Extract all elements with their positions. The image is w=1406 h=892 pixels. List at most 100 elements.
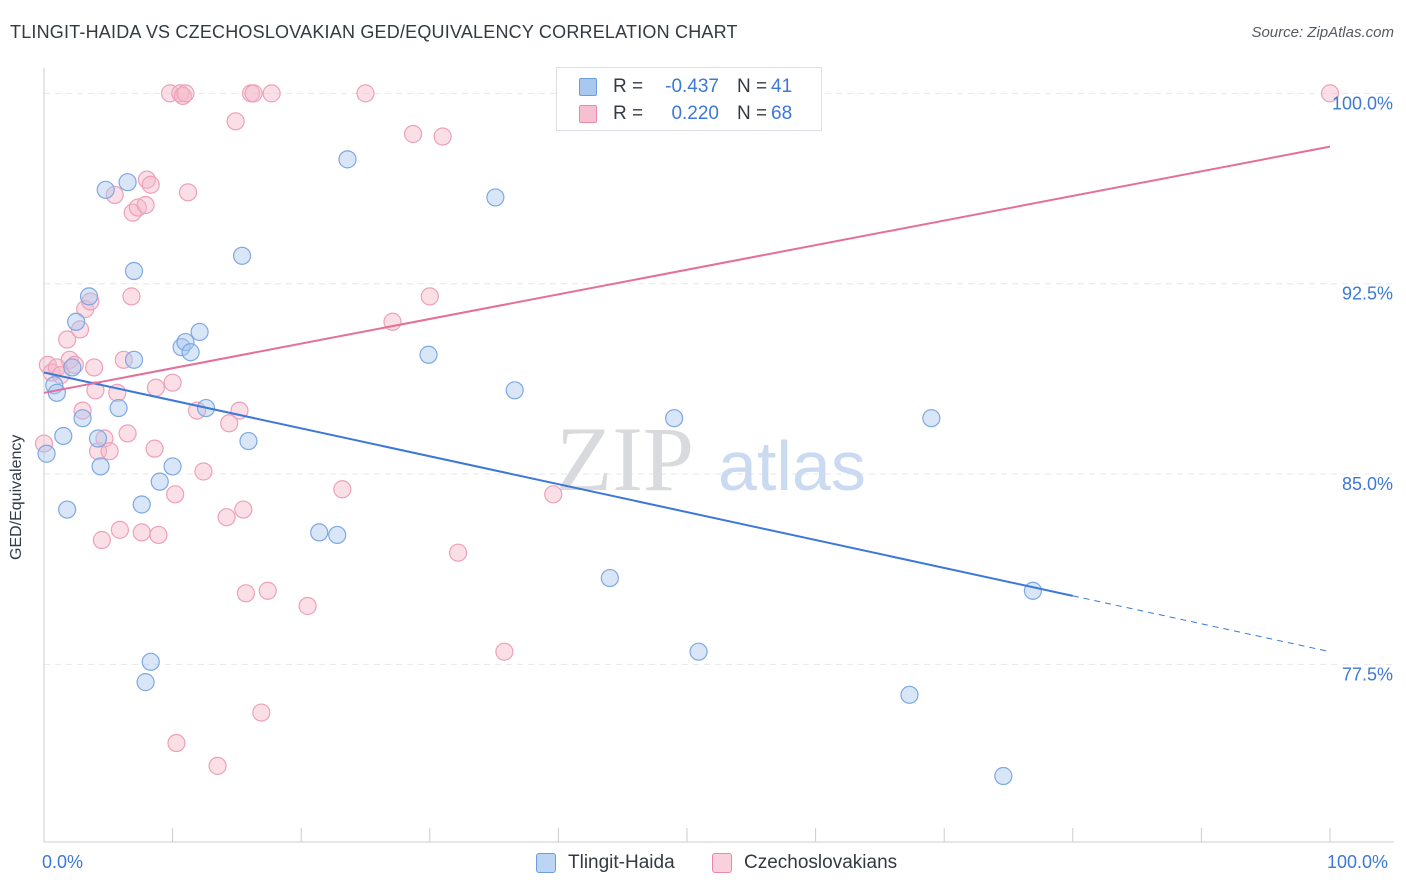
data-point-czechoslovakians[interactable] xyxy=(208,756,227,775)
data-point-tlingit-haida[interactable] xyxy=(232,246,252,265)
trend-layer xyxy=(43,145,1331,653)
data-point-czechoslovakians[interactable] xyxy=(145,439,164,458)
data-point-tlingit-haida[interactable] xyxy=(181,343,200,362)
data-point-tlingit-haida[interactable] xyxy=(665,409,684,428)
data-point-tlingit-haida[interactable] xyxy=(109,398,128,418)
data-point-tlingit-haida[interactable] xyxy=(37,444,56,463)
data-point-czechoslovakians[interactable] xyxy=(262,84,281,103)
data-point-czechoslovakians[interactable] xyxy=(244,84,263,103)
data-point-tlingit-haida[interactable] xyxy=(124,350,144,369)
data-point-czechoslovakians[interactable] xyxy=(149,525,168,545)
trend-line-tlingit-haida-extension xyxy=(1072,595,1331,653)
data-point-tlingit-haida[interactable] xyxy=(689,642,708,661)
data-point-czechoslovakians[interactable] xyxy=(333,480,352,499)
data-point-tlingit-haida[interactable] xyxy=(419,345,438,364)
data-point-czechoslovakians[interactable] xyxy=(122,287,141,306)
data-point-czechoslovakians[interactable] xyxy=(110,520,129,539)
data-point-tlingit-haida[interactable] xyxy=(176,332,195,352)
data-point-czechoslovakians[interactable] xyxy=(166,485,185,504)
data-point-tlingit-haida[interactable] xyxy=(600,568,619,588)
series-legend-tlingit-haida[interactable]: Tlingit-Haida xyxy=(536,852,675,874)
data-point-czechoslovakians[interactable] xyxy=(176,84,195,103)
data-point-czechoslovakians[interactable] xyxy=(132,523,151,542)
data-point-czechoslovakians[interactable] xyxy=(136,195,155,215)
data-point-tlingit-haida[interactable] xyxy=(190,322,209,342)
series-legend: Tlingit-Haida Czechoslovakians xyxy=(0,852,1406,876)
legend-swatch-blue xyxy=(579,78,597,96)
data-point-tlingit-haida[interactable] xyxy=(1023,581,1043,600)
data-point-czechoslovakians[interactable] xyxy=(356,84,375,103)
data-point-czechoslovakians[interactable] xyxy=(220,414,239,433)
data-point-czechoslovakians[interactable] xyxy=(86,381,105,400)
data-point-czechoslovakians[interactable] xyxy=(420,287,439,306)
data-point-czechoslovakians[interactable] xyxy=(544,485,563,504)
stats-legend: R = -0.437 N = 41 R = 0.220 N = 68 xyxy=(556,67,822,131)
data-point-czechoslovakians[interactable] xyxy=(298,596,317,616)
data-point-tlingit-haida[interactable] xyxy=(47,383,66,402)
data-point-czechoslovakians[interactable] xyxy=(236,584,256,603)
data-point-tlingit-haida[interactable] xyxy=(88,429,108,448)
data-point-czechoslovakians[interactable] xyxy=(217,508,236,527)
trend-line-tlingit-haida xyxy=(43,371,1074,597)
data-point-tlingit-haida[interactable] xyxy=(58,500,77,519)
data-point-tlingit-haida[interactable] xyxy=(96,180,115,199)
data-point-tlingit-haida[interactable] xyxy=(310,523,329,542)
data-point-tlingit-haida[interactable] xyxy=(505,381,524,400)
data-point-czechoslovakians[interactable] xyxy=(65,355,84,375)
data-point-czechoslovakians[interactable] xyxy=(448,543,468,562)
data-point-czechoslovakians[interactable] xyxy=(258,581,277,600)
data-point-tlingit-haida[interactable] xyxy=(486,188,505,207)
data-point-czechoslovakians[interactable] xyxy=(100,442,119,461)
legend-r-value: 0.220 xyxy=(671,103,719,124)
data-point-tlingit-haida[interactable] xyxy=(73,409,92,428)
data-point-tlingit-haida[interactable] xyxy=(54,426,73,446)
watermark-atlas: atlas xyxy=(718,427,866,505)
data-point-tlingit-haida[interactable] xyxy=(994,766,1013,786)
data-point-czechoslovakians[interactable] xyxy=(141,175,160,194)
data-point-czechoslovakians[interactable] xyxy=(1320,84,1340,103)
data-point-czechoslovakians[interactable] xyxy=(234,500,253,519)
data-point-czechoslovakians[interactable] xyxy=(114,350,133,369)
data-point-czechoslovakians[interactable] xyxy=(105,185,124,204)
data-point-tlingit-haida[interactable] xyxy=(900,685,919,704)
data-point-czechoslovakians[interactable] xyxy=(194,462,213,481)
legend-n-value: 41 xyxy=(771,76,793,97)
series-label: Tlingit-Haida xyxy=(568,852,675,873)
data-point-czechoslovakians[interactable] xyxy=(433,127,452,146)
data-point-tlingit-haida[interactable] xyxy=(163,457,182,476)
data-point-tlingit-haida[interactable] xyxy=(136,673,155,692)
data-point-czechoslovakians[interactable] xyxy=(252,703,271,722)
data-point-tlingit-haida[interactable] xyxy=(239,431,258,451)
source-label: Source: ZipAtlas.com xyxy=(1251,24,1394,41)
data-point-czechoslovakians[interactable] xyxy=(85,358,104,377)
data-point-tlingit-haida[interactable] xyxy=(67,312,86,331)
data-point-tlingit-haida[interactable] xyxy=(91,457,110,476)
data-point-czechoslovakians[interactable] xyxy=(226,112,245,131)
data-point-czechoslovakians[interactable] xyxy=(58,330,77,349)
legend-r-label: R = xyxy=(613,103,644,124)
data-point-czechoslovakians[interactable] xyxy=(171,84,190,103)
data-point-czechoslovakians[interactable] xyxy=(173,86,192,106)
data-point-tlingit-haida[interactable] xyxy=(132,495,151,514)
data-point-czechoslovakians[interactable] xyxy=(178,183,198,202)
data-point-tlingit-haida[interactable] xyxy=(338,150,357,169)
series-legend-czechoslovakians[interactable]: Czechoslovakians xyxy=(712,852,897,874)
data-point-czechoslovakians[interactable] xyxy=(92,530,111,550)
data-point-tlingit-haida[interactable] xyxy=(63,358,82,377)
trend-line-czechoslovakians xyxy=(43,145,1331,394)
data-point-tlingit-haida[interactable] xyxy=(328,525,347,545)
series-label: Czechoslovakians xyxy=(744,852,898,873)
data-point-czechoslovakians[interactable] xyxy=(167,733,186,753)
data-point-tlingit-haida[interactable] xyxy=(124,261,144,281)
data-point-czechoslovakians[interactable] xyxy=(403,124,423,144)
data-point-tlingit-haida[interactable] xyxy=(118,173,137,192)
data-point-czechoslovakians[interactable] xyxy=(146,378,165,397)
data-point-tlingit-haida[interactable] xyxy=(150,472,169,491)
data-point-tlingit-haida[interactable] xyxy=(79,287,99,306)
data-point-czechoslovakians[interactable] xyxy=(163,373,182,392)
data-point-czechoslovakians[interactable] xyxy=(118,424,137,443)
data-point-czechoslovakians[interactable] xyxy=(495,642,514,661)
data-point-czechoslovakians[interactable] xyxy=(73,401,92,420)
data-point-tlingit-haida[interactable] xyxy=(922,409,941,428)
data-point-tlingit-haida[interactable] xyxy=(141,652,160,671)
